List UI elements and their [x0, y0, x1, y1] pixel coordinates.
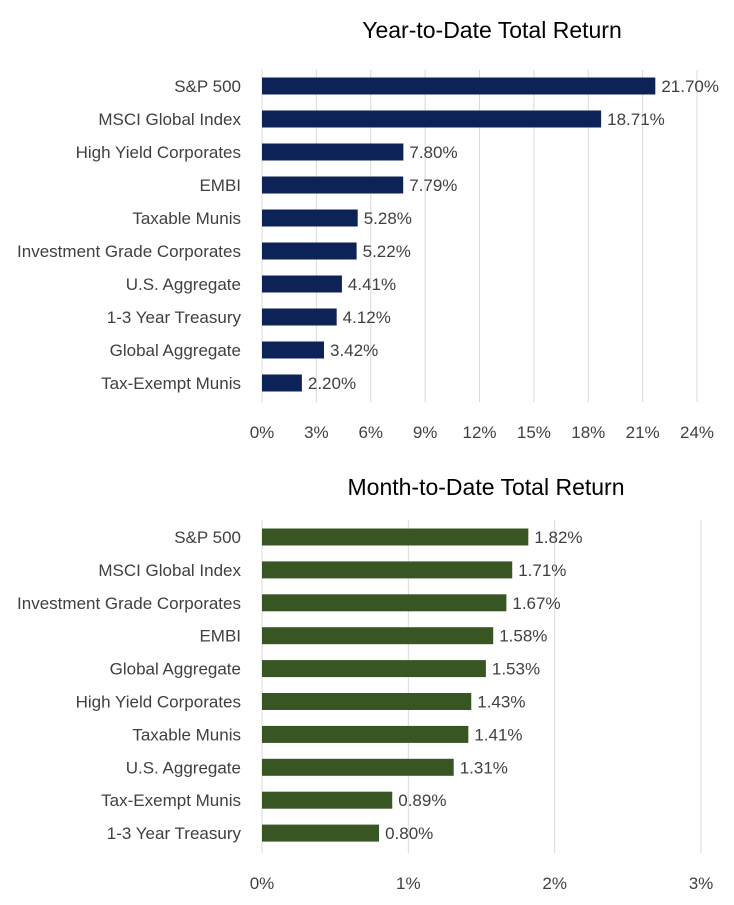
- bar: [262, 528, 529, 546]
- category-label: MSCI Global Index: [98, 110, 241, 129]
- bar: [262, 77, 656, 95]
- bar: [262, 143, 404, 161]
- data-label: 18.71%: [607, 110, 665, 129]
- bar: [262, 561, 513, 579]
- category-label: S&P 500: [174, 528, 241, 547]
- bar: [262, 791, 393, 809]
- data-label: 1.31%: [460, 758, 508, 777]
- bar: [262, 824, 380, 842]
- data-label: 3.42%: [330, 341, 378, 360]
- x-tick-label: 9%: [413, 423, 438, 442]
- category-label: High Yield Corporates: [76, 693, 241, 712]
- data-label: 1.41%: [474, 725, 522, 744]
- category-label: Tax-Exempt Munis: [101, 374, 241, 393]
- category-label: Investment Grade Corporates: [17, 242, 241, 261]
- x-tick-label: 3%: [304, 423, 329, 442]
- category-label: High Yield Corporates: [76, 143, 241, 162]
- data-label: 7.79%: [409, 176, 457, 195]
- category-label: 1-3 Year Treasury: [107, 308, 242, 327]
- category-label: U.S. Aggregate: [126, 758, 241, 777]
- data-label: 5.28%: [364, 209, 412, 228]
- bar: [262, 594, 507, 612]
- x-tick-label: 0%: [250, 423, 275, 442]
- x-tick-label: 24%: [680, 423, 714, 442]
- bar: [262, 725, 469, 743]
- category-label: EMBI: [199, 176, 241, 195]
- bar: [262, 693, 472, 710]
- bar: [262, 275, 342, 293]
- x-tick-label: 15%: [517, 423, 551, 442]
- x-tick-label: 3%: [689, 874, 714, 893]
- x-tick-label: 1%: [396, 874, 421, 893]
- chart-title: Year-to-Date Total Return: [362, 17, 622, 43]
- data-label: 5.22%: [363, 242, 411, 261]
- ytd-chart: Year-to-Date Total Return S&P 500 21.70% MS…: [17, 17, 719, 442]
- category-label: Taxable Munis: [132, 209, 241, 228]
- chart-title: Month-to-Date Total Return: [348, 474, 625, 500]
- bar: [262, 758, 454, 776]
- x-tick-label: 6%: [358, 423, 383, 442]
- category-label: EMBI: [199, 627, 241, 646]
- data-label: 1.82%: [534, 528, 582, 547]
- bar: [262, 341, 324, 359]
- data-label: 1.71%: [518, 561, 566, 580]
- bar: [262, 209, 358, 227]
- bar: [262, 660, 486, 678]
- data-label: 21.70%: [661, 77, 719, 96]
- data-label: 1.53%: [492, 660, 540, 679]
- category-label: Global Aggregate: [110, 341, 241, 360]
- mtd-chart: Month-to-Date Total Return S&P 500 1.82% MS…: [0, 455, 734, 905]
- category-label: Investment Grade Corporates: [17, 594, 241, 613]
- data-label: 4.12%: [343, 308, 391, 327]
- bar: [262, 110, 602, 128]
- bar: [262, 627, 494, 645]
- mtd-chart-svg: Month-to-Date Total Return S&P 500 1.82% MS…: [17, 474, 714, 893]
- x-tick-label: 2%: [542, 874, 567, 893]
- category-label: Tax-Exempt Munis: [101, 791, 241, 810]
- data-label: 1.43%: [477, 693, 525, 712]
- category-label: 1-3 Year Treasury: [107, 824, 242, 843]
- data-label: 0.89%: [398, 791, 446, 810]
- ytd-chart-svg: Year-to-Date Total Return S&P 500 21.70% MS…: [17, 17, 719, 442]
- x-tick-label: 0%: [250, 874, 275, 893]
- category-label: MSCI Global Index: [98, 561, 241, 580]
- data-label: 0.80%: [385, 824, 433, 843]
- category-label: Global Aggregate: [110, 660, 241, 679]
- bar: [262, 308, 337, 326]
- category-label: S&P 500: [174, 77, 241, 96]
- x-tick-label: 12%: [462, 423, 496, 442]
- bar: [262, 242, 357, 260]
- data-label: 7.80%: [409, 143, 457, 162]
- category-label: U.S. Aggregate: [126, 275, 241, 294]
- data-label: 2.20%: [308, 374, 356, 393]
- data-label: 1.67%: [512, 594, 560, 613]
- x-tick-label: 21%: [626, 423, 660, 442]
- data-label: 4.41%: [348, 275, 396, 294]
- bar: [262, 374, 302, 392]
- bar: [262, 176, 404, 194]
- category-label: Taxable Munis: [132, 725, 241, 744]
- data-label: 1.58%: [499, 627, 547, 646]
- x-tick-label: 18%: [571, 423, 605, 442]
